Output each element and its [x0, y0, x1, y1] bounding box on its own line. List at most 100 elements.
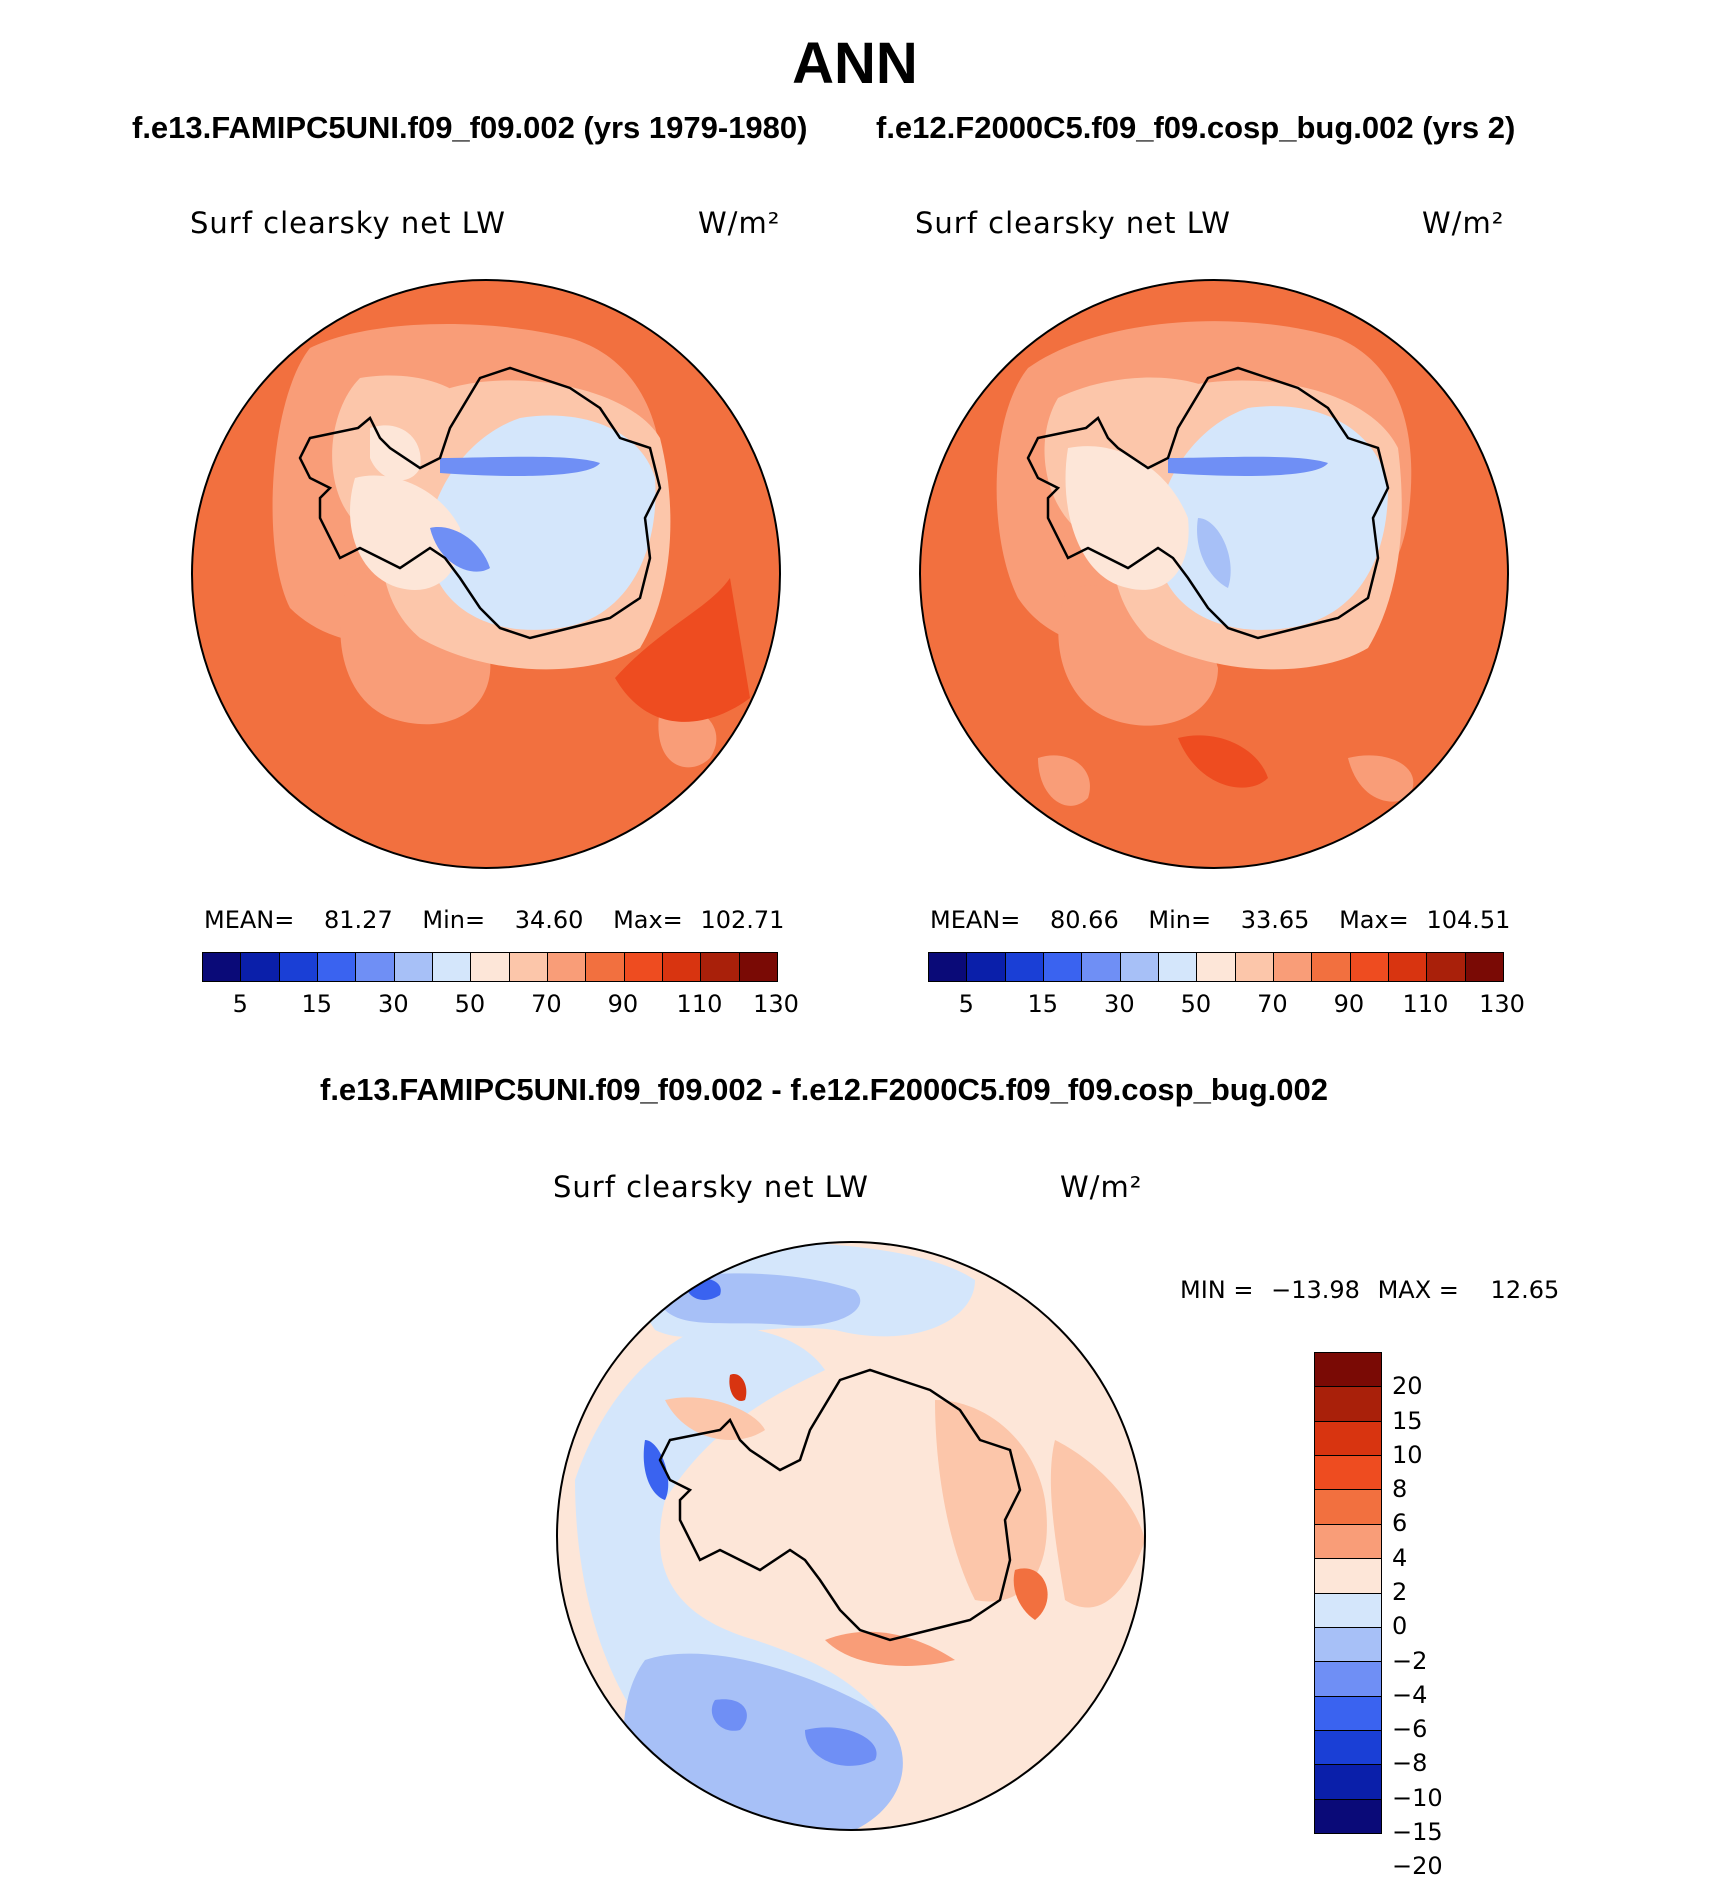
diff-colorbar-swatch — [1315, 1662, 1381, 1697]
diff-colorbar-tick: 0 — [1392, 1612, 1408, 1641]
panel1-mean-label: MEAN= — [204, 906, 295, 934]
panel2-colorbar-tick: 130 — [1479, 990, 1525, 1018]
diff-colorbar-swatch — [1315, 1696, 1381, 1731]
panel1-colorbar-tick: 15 — [301, 990, 333, 1018]
panel2-colorbar-tick: 30 — [1104, 990, 1135, 1018]
panel2-colorbar-swatch — [967, 953, 1006, 981]
panel2-colorbar-tick: 90 — [1333, 990, 1365, 1018]
diff-colorbar-tick: 2 — [1392, 1578, 1408, 1606]
panel1-colorbar-swatch — [624, 953, 663, 981]
diff-units: W/m² — [1060, 1170, 1143, 1204]
diff-variable: Surf clearsky net LW — [553, 1170, 869, 1204]
case-b-title: f.e12.F2000C5.f09_f09.cosp_bug.002 (yrs … — [876, 110, 1516, 145]
diff-colorbar-tick: −10 — [1392, 1783, 1443, 1812]
panel1-min: 34.60 — [514, 906, 584, 934]
panel1-colorbar-swatch — [662, 953, 702, 981]
diff-colorbar-tick: −2 — [1392, 1646, 1428, 1675]
panel1-max: 102.71 — [700, 906, 785, 934]
panel2-colorbar-swatch — [1388, 953, 1428, 981]
panel2-colorbar-swatch — [1350, 953, 1389, 981]
diff-colorbar-tick: −15 — [1392, 1818, 1443, 1846]
diff-colorbar-tick: −8 — [1392, 1749, 1428, 1778]
diff-colorbar-swatch — [1315, 1456, 1381, 1491]
panel2-colorbar-swatch — [1273, 953, 1313, 981]
diff-title: f.e13.FAMIPC5UNI.f09_f09.002 - f.e12.F20… — [320, 1072, 1328, 1107]
panel2-units: W/m² — [1422, 206, 1505, 240]
panel1-colorbar-swatch — [701, 953, 740, 981]
diff-min-label: MIN = — [1180, 1276, 1254, 1304]
panel1-colorbar-swatch — [739, 953, 777, 981]
panel1-colorbar-tick: 50 — [454, 990, 486, 1018]
panel1-colorbar-tick: 130 — [753, 990, 799, 1018]
case-a-title: f.e13.FAMIPC5UNI.f09_f09.002 (yrs 1979-1… — [132, 110, 808, 145]
diff-colorbar-tick: 4 — [1392, 1543, 1408, 1572]
panel1-units: W/m² — [698, 206, 781, 240]
diff-stats: MIN = −13.98 MAX = 12.65 — [1180, 1276, 1559, 1304]
diff-colorbar-tick: −4 — [1392, 1680, 1428, 1709]
panel2-colorbar-swatch — [929, 953, 968, 981]
panel2-min: 33.65 — [1240, 906, 1310, 934]
panel2-min-label: Min= — [1148, 906, 1212, 934]
diff-colorbar-tick: 6 — [1392, 1509, 1408, 1538]
panel1-colorbar-swatch — [586, 953, 625, 981]
panel2-colorbar — [928, 952, 1504, 982]
panel1-colorbar-swatch — [241, 953, 280, 981]
panel2-colorbar-tick: 5 — [958, 990, 974, 1018]
diff-colorbar-swatch — [1315, 1799, 1381, 1834]
panel2-colorbar-swatch — [1235, 953, 1274, 981]
panel1-variable: Surf clearsky net LW — [190, 206, 506, 240]
diff-colorbar-swatch — [1315, 1593, 1381, 1628]
panel1-colorbar-swatch — [547, 953, 587, 981]
panel2-colorbar-tick: 15 — [1027, 990, 1059, 1018]
panel1-colorbar-tick: 90 — [607, 990, 639, 1018]
panel2-colorbar-swatch — [1043, 953, 1083, 981]
panel1-colorbar-swatch — [317, 953, 357, 981]
diff-colorbar-tick: 20 — [1392, 1372, 1423, 1401]
diff-colorbar-tick: −20 — [1392, 1852, 1443, 1880]
diff-colorbar-swatch — [1315, 1353, 1381, 1388]
panel2-colorbar-swatch — [1120, 953, 1159, 981]
panel2-colorbar-ticks: 5 15 30 50 70 90 110 130 — [928, 990, 1525, 1020]
diff-max: 12.65 — [1490, 1276, 1560, 1304]
panel1-colorbar-swatch — [279, 953, 318, 981]
panel2-mean-label: MEAN= — [930, 906, 1021, 934]
diff-colorbar-tick: 15 — [1392, 1406, 1423, 1435]
diff-colorbar-ticks: 20 15 10 8 6 4 2 0 −2 −4 −6 −8 −10 −15 −20 — [1392, 1352, 1482, 1880]
diff-colorbar-swatch — [1315, 1524, 1381, 1560]
panel1-stats: MEAN= 81.27 Min= 34.60 Max= 102.71 — [204, 906, 784, 934]
main-title: ANN — [792, 31, 918, 96]
panel1-colorbar-tick: 70 — [531, 990, 562, 1018]
panel1-colorbar-tick: 110 — [676, 990, 723, 1018]
panel1-colorbar — [202, 952, 778, 982]
panel2-max-label: Max= — [1339, 906, 1409, 934]
diff-colorbar-tick: 8 — [1392, 1475, 1408, 1504]
panel2-colorbar-swatch — [1465, 953, 1503, 981]
panel1-colorbar-tick: 5 — [232, 990, 248, 1018]
diff-colorbar-swatch — [1315, 1421, 1381, 1457]
panel1-colorbar-tick: 30 — [378, 990, 409, 1018]
panel1-colorbar-swatch — [203, 953, 242, 981]
panel1-map — [191, 279, 781, 869]
panel1-mean: 81.27 — [324, 906, 393, 934]
panel2-colorbar-swatch — [1427, 953, 1466, 981]
diff-colorbar-swatch — [1315, 1730, 1381, 1766]
panel1-colorbar-swatch — [432, 953, 472, 981]
diff-colorbar-tick: −6 — [1392, 1715, 1428, 1744]
diff-min: −13.98 — [1271, 1276, 1360, 1304]
panel2-colorbar-swatch — [1082, 953, 1121, 981]
panel2-variable: Surf clearsky net LW — [915, 206, 1231, 240]
panel1-colorbar-swatch — [509, 953, 548, 981]
diff-map — [556, 1241, 1146, 1831]
panel1-colorbar-swatch — [356, 953, 395, 981]
panel1-colorbar-swatch — [471, 953, 510, 981]
diff-colorbar-swatch — [1315, 1387, 1381, 1422]
panel1-max-label: Max= — [613, 906, 683, 934]
diff-max-label: MAX = — [1377, 1276, 1459, 1304]
panel2-colorbar-tick: 50 — [1180, 990, 1212, 1018]
diff-colorbar — [1314, 1352, 1382, 1834]
panel1-min-label: Min= — [422, 906, 486, 934]
panel2-max: 104.51 — [1426, 906, 1511, 934]
diff-colorbar-swatch — [1315, 1765, 1381, 1800]
panel1-colorbar-swatch — [394, 953, 433, 981]
panel1-colorbar-ticks: 5 15 30 50 70 90 110 130 — [202, 990, 799, 1020]
